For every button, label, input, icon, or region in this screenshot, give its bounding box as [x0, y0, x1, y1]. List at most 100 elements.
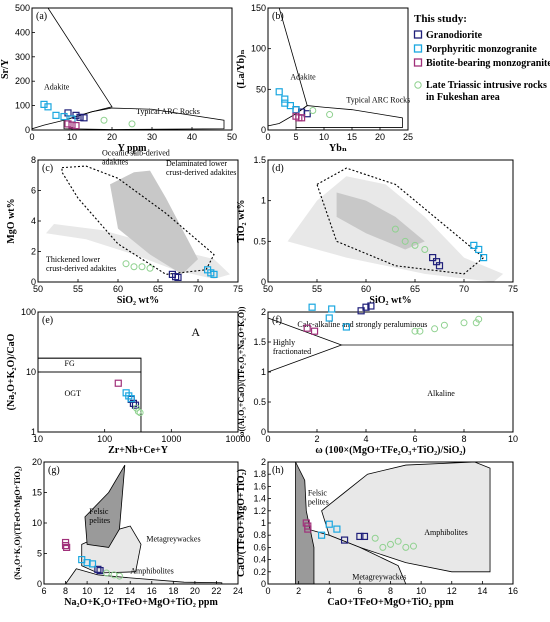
region-label-h-0: Amphibolites	[424, 528, 468, 537]
point-a-late_triassic-1	[128, 120, 136, 128]
point-d-late_triassic-3	[421, 245, 429, 253]
y-axis-label-c: MgO wt%	[6, 198, 17, 243]
y-tick-label-b-0: 0	[261, 125, 266, 135]
point-a-biotite-2	[72, 122, 80, 130]
y-tick-label-b-3: 150	[251, 3, 266, 13]
point-f-granodiorite-1	[362, 303, 370, 311]
x-tick-label-f-2: 4	[363, 434, 368, 444]
point-g-porphyritic-1	[83, 559, 91, 567]
point-g-late_triassic-0	[103, 569, 111, 577]
point-a-biotite-0	[64, 120, 72, 128]
point-a-granodiorite-1	[72, 111, 80, 119]
point-e-biotite-0	[114, 379, 122, 387]
point-g-biotite-2	[63, 543, 71, 552]
region-label2-c-1: crust-derived adakites	[166, 168, 236, 177]
x-tick-label-b-3: 15	[347, 132, 357, 142]
y-axis-label-h: CaO/(TFeO+MgO+TiO₂)	[236, 469, 247, 577]
point-h-late_triassic-1	[379, 543, 387, 551]
x-tick-label-h-4: 8	[388, 586, 393, 596]
plot-frame-b	[267, 7, 409, 131]
x-axis-label-a: Y ppm	[118, 143, 147, 154]
point-h-granodiorite-0	[340, 536, 349, 544]
x-tick-label-h-0: 0	[265, 586, 270, 596]
panel-label-e: (e)	[42, 315, 53, 326]
point-a-biotite-1	[68, 121, 76, 129]
region-label-c-2: Oceanic salb-derived	[102, 148, 170, 157]
y-tick-label-g-2: 10	[32, 518, 42, 528]
panel-label-h: (h)	[272, 465, 284, 476]
x-tick-label-f-3: 6	[412, 434, 417, 444]
x-tick-label-g-2: 10	[82, 586, 92, 596]
point-e-granodiorite-2	[131, 401, 140, 409]
y-tick-label-a-4: 400	[15, 27, 30, 37]
x-tick-label-b-1: 5	[293, 132, 298, 142]
region-label-h-2: Felsic	[308, 489, 328, 498]
x-tick-label-f-0: 0	[265, 434, 270, 444]
y-tick-label-f-0: 0	[261, 427, 266, 437]
panel-label-c: (c)	[42, 163, 53, 174]
region-d-2	[316, 167, 485, 275]
y-tick-label-b-2: 100	[251, 44, 266, 54]
y-tick-label-g-3: 15	[32, 488, 42, 498]
point-f-late_triassic-6	[475, 315, 483, 323]
point-b-late_triassic-0	[309, 106, 317, 114]
x-tick-label-g-4: 14	[125, 586, 135, 596]
point-f-late_triassic-1	[416, 327, 424, 335]
x-tick-label-h-5: 10	[416, 586, 426, 596]
y-tick-label-g-4: 20	[32, 457, 42, 467]
point-g-porphyritic-2	[88, 560, 97, 568]
x-tick-label-g-3: 12	[104, 586, 114, 596]
point-b-granodiorite-2	[303, 110, 311, 118]
y-tick-label-d-2: 1	[261, 196, 266, 206]
x-tick-label-g-9: 24	[233, 586, 243, 596]
chart-panel-f: Calc-alkaline and strongly peraluminousH…	[237, 302, 518, 456]
point-f-late_triassic-0	[411, 327, 419, 335]
x-tick-label-c-2: 60	[113, 284, 123, 294]
x-tick-label-a-2: 20	[107, 132, 117, 142]
x-tick-label-c-5: 75	[233, 284, 243, 294]
point-a-late_triassic-0	[100, 116, 108, 124]
region-label-b-1: Typical ARC Rocks	[346, 95, 410, 104]
y-tick-label-d-3: 1.5	[253, 155, 266, 165]
chart-panel-d: 50 55 60 65 70 75 0 0.5 1 1.5 SiO₂ wt% TiO₂ wt% (d)	[236, 155, 518, 306]
point-c-late_triassic-2	[138, 263, 146, 271]
y-tick-label-e-2: 100	[21, 307, 36, 317]
legend-symbol-porphyritic	[413, 44, 423, 53]
y-tick-label-f-4: 2	[261, 307, 266, 317]
point-c-late_triassic-1	[130, 263, 138, 271]
x-axis-label-e: Zr+Nb+Ce+Y	[108, 445, 169, 456]
point-a-porphyritic-3	[60, 112, 68, 121]
region-a-0	[31, 7, 113, 130]
x-tick-label-e-3: 10000	[225, 434, 250, 444]
region-label2-f-1: fractionated	[273, 347, 311, 356]
legend-label-late_triassic: Late Triassic intrusive rocks	[426, 80, 547, 91]
legend-title: This study:	[414, 13, 467, 25]
region-label-e-2: OGT	[65, 389, 82, 398]
point-c-porphyritic-2	[210, 270, 218, 278]
legend: This study: Granodiorite Porphyritic monzo…	[413, 13, 550, 103]
point-f-late_triassic-5	[472, 319, 480, 327]
point-f-porphyritic-3	[342, 323, 350, 331]
x-tick-label-e-0: 10	[33, 434, 43, 444]
y-tick-label-c-0: 0	[31, 277, 36, 287]
point-d-late_triassic-1	[401, 237, 409, 245]
x-tick-label-g-6: 18	[168, 586, 178, 596]
plot-frame-d	[267, 159, 514, 283]
point-g-late_triassic-2	[115, 572, 123, 580]
point-d-late_triassic-2	[411, 241, 419, 249]
y-tick-label-a-3: 300	[15, 52, 30, 62]
y-tick-label-a-2: 200	[15, 76, 30, 86]
x-tick-label-h-6: 12	[447, 586, 457, 596]
y-tick-label-d-1: 0.5	[253, 236, 266, 246]
x-axis-label-g: Na₂O+K₂O+TFeO+MgO+TiO₂ ppm	[64, 597, 218, 608]
point-d-porphyritic-2	[480, 254, 488, 262]
point-a-porphyritic-2	[52, 111, 60, 119]
y-tick-label-h-3: 0.6	[253, 542, 266, 552]
x-tick-label-g-5: 16	[147, 586, 157, 596]
y-tick-label-h-5: 1	[261, 518, 266, 528]
panel-label-a: (a)	[36, 11, 47, 22]
x-tick-label-f-1: 2	[314, 434, 319, 444]
